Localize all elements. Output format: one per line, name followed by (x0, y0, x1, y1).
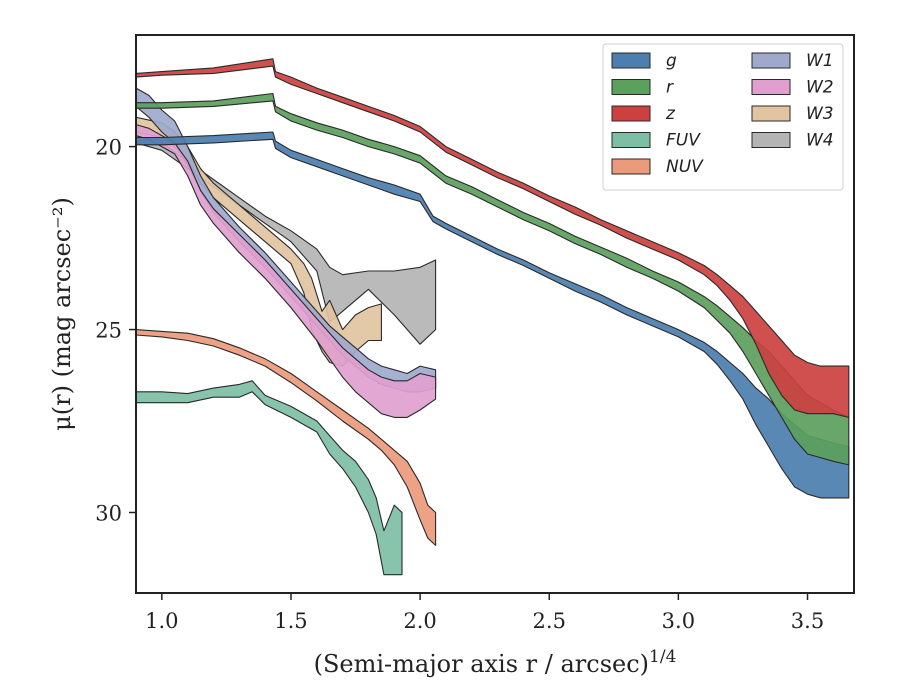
legend-swatch (751, 79, 791, 95)
y-axis: 20 25 30 (95, 136, 136, 526)
series-band-r (136, 92, 850, 466)
legend-entry-w2: W2 (751, 78, 834, 98)
legend-swatch (751, 105, 791, 122)
series-band-w1 (136, 87, 437, 393)
legend-label: NUV (666, 157, 704, 177)
legend-entry-w1: W1 (751, 51, 834, 71)
series-band-w4 (136, 135, 437, 345)
x-tick-label: 3.0 (662, 609, 695, 633)
y-tick-label: 30 (95, 502, 122, 526)
x-axis: 1.0 1.5 2.0 2.5 3.0 3.5 (145, 593, 824, 633)
legend-label: W4 (806, 131, 834, 151)
plot-frame (135, 34, 855, 594)
series-band-w2 (136, 124, 437, 418)
x-tick-label: 2.0 (403, 609, 436, 633)
legend-swatch (611, 132, 651, 148)
legend-label: W3 (806, 104, 834, 124)
legend-label: FUV (666, 131, 701, 151)
legend-label: z (665, 104, 676, 124)
legend-swatch (611, 105, 651, 122)
y-tick-label: 20 (95, 136, 122, 160)
legend-swatch (611, 52, 651, 69)
series-layer (136, 58, 850, 576)
x-tick-label: 3.5 (791, 609, 824, 633)
series-band-nuv (136, 329, 437, 546)
x-tick-label: 1.5 (274, 609, 307, 633)
series-band-g (136, 131, 850, 499)
legend-label: g (666, 51, 677, 71)
legend-label: r (666, 78, 674, 98)
legend-swatch (751, 52, 791, 69)
y-tick-label: 25 (95, 319, 122, 343)
legend-entry-fuv: FUV (611, 131, 701, 151)
legend-entry-w4: W4 (751, 131, 834, 151)
x-tick-label: 2.5 (533, 609, 566, 633)
legend-entry-w3: W3 (751, 104, 834, 124)
y-axis-label: μ(r) (mag arcsec⁻²) (48, 197, 76, 431)
legend-swatch (751, 132, 791, 148)
x-tick-label: 1.0 (145, 609, 178, 633)
legend-entry-z: z (611, 104, 676, 124)
legend-entry-g: g (611, 51, 677, 71)
legend-entry-nuv: NUV (611, 157, 704, 177)
legend: grz FUV NUV W1 W2 W3 W4 (602, 43, 844, 191)
series-band-fuv (136, 380, 403, 576)
legend-label: W1 (806, 51, 834, 71)
legend-entry-r: r (611, 78, 674, 98)
series-band-z (136, 58, 850, 418)
legend-label: W2 (806, 78, 834, 98)
x-axis-label: (Semi-major axis r / arcsec)1/4 (314, 647, 677, 678)
legend-swatch (611, 158, 651, 175)
legend-swatch (611, 79, 651, 95)
